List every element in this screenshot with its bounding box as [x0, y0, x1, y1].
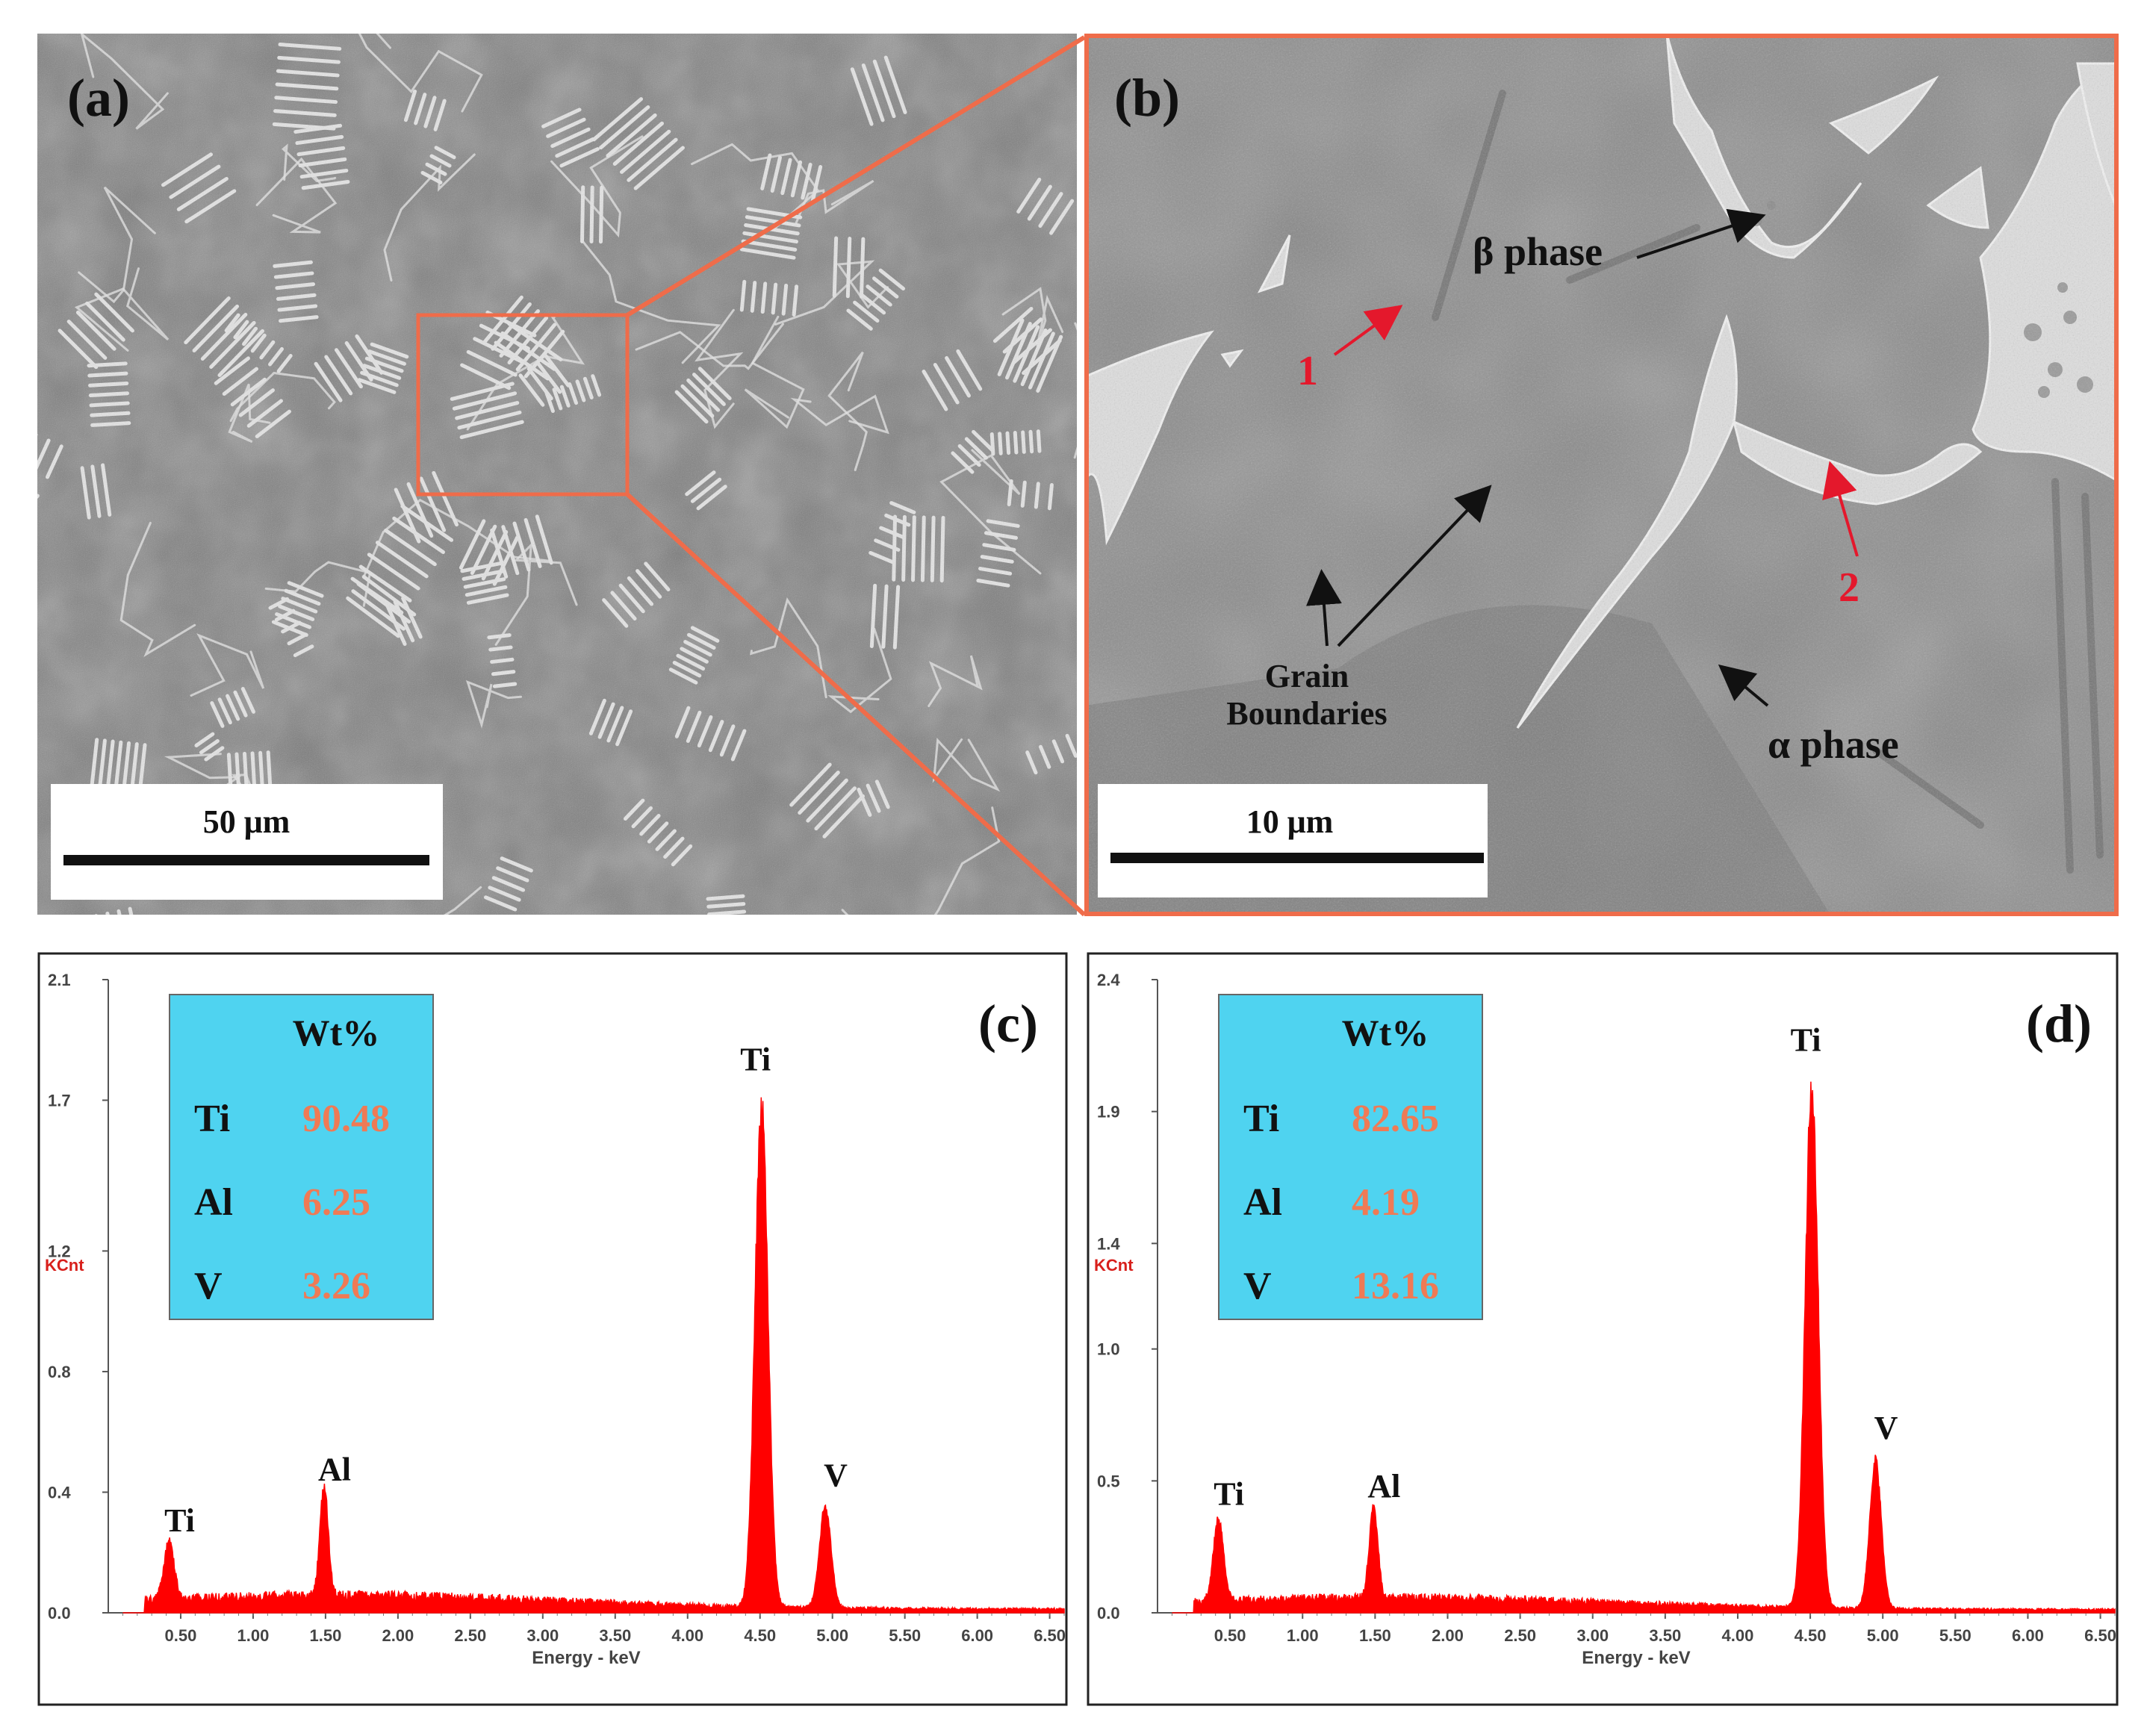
zoom-region-box [416, 313, 630, 497]
point2-arrow [1822, 461, 1859, 557]
x-tick-label: 6.00 [961, 1626, 993, 1645]
x-tick-label: 4.00 [671, 1626, 703, 1645]
grain-arrow-2 [1337, 485, 1492, 647]
x-tick-label: 1.00 [237, 1626, 270, 1645]
scale-bar-a: 50 μm [51, 784, 443, 900]
y-tick-label: 2.4 [1097, 971, 1120, 989]
composition-table: Wt% Ti 90.48 Al 6.25 V 3.26 [169, 994, 434, 1320]
x-tick-label: 5.50 [1939, 1626, 1972, 1645]
x-tick-label: 3.50 [1649, 1626, 1681, 1645]
x-tick-label: 6.50 [1034, 1626, 1066, 1645]
table-element: Ti [1243, 1098, 1279, 1140]
grain-arrow-1 [1306, 569, 1342, 647]
y-tick-label: 0.0 [1097, 1604, 1120, 1623]
micrograph-b: (b) β phase 1 2 Grain Boundaries α phase… [1084, 34, 2119, 916]
peak-label-ti: Ti [164, 1502, 195, 1539]
x-tick-label: 4.50 [1795, 1626, 1827, 1645]
table-value: 13.16 [1352, 1265, 1439, 1307]
x-tick-label: 1.50 [309, 1626, 341, 1645]
zoom-frame-b [1084, 34, 2119, 916]
y-tick-label: 1.9 [1097, 1103, 1120, 1121]
composition-table: Wt% Ti 82.65 Al 4.19 V 13.16 [1218, 994, 1483, 1320]
beta-phase-label: β phase [1473, 229, 1603, 274]
table-value: 6.25 [302, 1181, 370, 1224]
micrograph-a: (a) 50 μm [37, 34, 1077, 915]
x-tick-label: 1.50 [1359, 1626, 1391, 1645]
point1-arrow [1333, 305, 1403, 356]
beta-arrow [1636, 208, 1766, 259]
peak-label-ti: Ti [1791, 1022, 1821, 1059]
table-value: 90.48 [302, 1098, 390, 1140]
x-tick-label: 1.00 [1287, 1626, 1319, 1645]
peak-label-ti: Ti [1214, 1475, 1244, 1512]
alpha-phase-label: α phase [1768, 722, 1899, 767]
x-tick-label: 2.50 [1504, 1626, 1536, 1645]
peak-label-al: Al [1367, 1468, 1400, 1505]
table-element: V [194, 1265, 223, 1307]
zoom-connectors [625, 35, 1087, 917]
panel-label: (d) [2026, 994, 2092, 1054]
x-tick-label: 5.00 [816, 1626, 848, 1645]
eds-spectrum-d: 0.0 0.5 1.0 1.4 1.9 2.4 KCnt 0.50 1.00 1.50 2.00 2.… [1087, 952, 2119, 1706]
x-tick-label: 2.50 [454, 1626, 486, 1645]
spectrum-profile [122, 1097, 1065, 1614]
y-tick-label: 1.0 [1097, 1340, 1120, 1359]
eds-spectrum-c: 0.0 0.4 0.8 1.2 1.7 2.1 KCnt 0.50 1.00 1.50 2.00 2.… [37, 952, 1068, 1706]
x-axis-label: Energy - keV [1582, 1648, 1690, 1668]
x-tick-label: 6.00 [2012, 1626, 2044, 1645]
grain-label-line1: Grain [1265, 658, 1349, 694]
x-tick-label: 3.00 [526, 1626, 559, 1645]
y-tick-label: 1.7 [48, 1092, 71, 1110]
point2-label: 2 [1839, 564, 1859, 611]
table-element: V [1243, 1265, 1272, 1307]
grain-label-line2: Boundaries [1226, 695, 1387, 732]
x-tick-label: 4.00 [1722, 1626, 1754, 1645]
table-value: 3.26 [302, 1265, 370, 1307]
y-tick-label: 0.4 [48, 1483, 71, 1502]
peak-label-al: Al [318, 1452, 351, 1488]
x-tick-label: 0.50 [165, 1626, 197, 1645]
y-tick-label: 2.1 [48, 971, 71, 989]
panel-label: (c) [978, 994, 1038, 1054]
x-tick-label: 0.50 [1214, 1626, 1246, 1645]
y-tick-label: 0.5 [1097, 1472, 1120, 1490]
x-tick-label: 3.00 [1576, 1626, 1609, 1645]
table-element: Al [1243, 1181, 1282, 1224]
panel-label-b: (b) [1114, 68, 1180, 128]
alpha-arrow [1718, 664, 1769, 707]
x-tick-label: 2.00 [382, 1626, 414, 1645]
x-axis-label: Energy - keV [532, 1648, 640, 1668]
y-axis-label: KCnt [1094, 1256, 1134, 1275]
x-tick-label: 2.00 [1432, 1626, 1464, 1645]
table-value: 82.65 [1352, 1098, 1439, 1140]
panel-label-a: (a) [67, 68, 130, 128]
x-tick-label: 4.50 [744, 1626, 776, 1645]
peak-label-ti: Ti [740, 1041, 771, 1077]
table-value: 4.19 [1352, 1181, 1420, 1224]
table-header: Wt% [293, 1012, 380, 1054]
x-tick-label: 5.00 [1867, 1626, 1899, 1645]
x-tick-label: 6.50 [2084, 1626, 2116, 1645]
table-element: Ti [194, 1098, 230, 1140]
scale-bar-b: 10 μm [1098, 784, 1488, 897]
y-tick-label: 0.8 [48, 1363, 71, 1381]
y-axis-label: KCnt [45, 1256, 84, 1275]
y-tick-label: 1.4 [1097, 1234, 1120, 1253]
point1-label: 1 [1297, 348, 1318, 394]
y-tick-label: 0.0 [48, 1604, 71, 1623]
peak-label-v: V [824, 1457, 848, 1494]
spectrum-profile [1172, 1081, 2116, 1614]
x-tick-label: 3.50 [599, 1626, 631, 1645]
table-element: Al [194, 1181, 233, 1224]
x-tick-label: 5.50 [889, 1626, 921, 1645]
peak-label-v: V [1874, 1410, 1898, 1446]
scale-bar-label-b: 10 μm [1246, 803, 1334, 840]
table-header: Wt% [1342, 1012, 1429, 1054]
y-tick-label: 1.2 [48, 1242, 71, 1260]
scale-bar-label-a: 50 μm [203, 803, 290, 840]
